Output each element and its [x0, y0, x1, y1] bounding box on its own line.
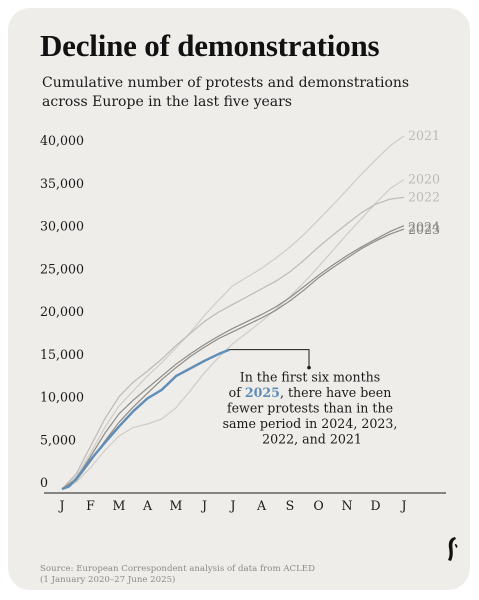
- x-tick-label: M: [170, 498, 183, 513]
- annotation-text: In the first six months of 2025, there h…: [223, 370, 402, 447]
- annotation-dot: [307, 365, 311, 370]
- x-tick-label: J: [57, 498, 64, 513]
- y-tick-label: 20,000: [40, 304, 84, 319]
- x-tick-label: O: [313, 498, 323, 513]
- x-tick-label: F: [86, 498, 95, 513]
- x-tick-label: S: [286, 498, 295, 513]
- annotation-highlight-2025: 2025: [245, 385, 280, 400]
- annotation-line-2-prefix: of: [229, 385, 245, 400]
- source-line-2: (1 January 2020–27 June 2025): [40, 575, 176, 585]
- annotation-line-2-suffix: , there have been: [280, 385, 391, 400]
- x-tick-label: J: [200, 498, 207, 513]
- annotation-line-5: 2022, and 2021: [262, 432, 362, 447]
- annotation-line-2: of 2025, there have been: [229, 385, 392, 400]
- x-tick-label: M: [113, 498, 126, 513]
- source-note: Source: European Correspondent analysis …: [40, 564, 315, 586]
- publication-logo-icon: [448, 537, 458, 561]
- series-line-2024: [61, 225, 405, 490]
- series-line-2020: [61, 178, 405, 490]
- series-lines: [61, 135, 405, 491]
- y-tick-label: 35,000: [40, 176, 84, 191]
- x-tick-label: J: [399, 498, 406, 513]
- series-label-2020: 2020: [408, 171, 440, 186]
- source-line-1: Source: European Correspondent analysis …: [40, 564, 315, 574]
- y-tick-label: 10,000: [40, 390, 84, 405]
- series-line-2023: [61, 228, 405, 490]
- y-axis: 0 5,000 10,000 15,000 20,000 25,000 30,000 35,0…: [40, 133, 84, 490]
- y-tick-label: 40,000: [40, 133, 84, 148]
- chart-subtitle: Cumulative number of protests and demons…: [42, 75, 410, 110]
- series-label-2024: 2024: [408, 220, 440, 235]
- series-label-2022: 2022: [408, 189, 440, 204]
- x-tick-label: A: [256, 498, 267, 513]
- annotation-line-4: same period in 2024, 2023,: [223, 416, 398, 431]
- x-tick-label: D: [370, 498, 380, 513]
- y-tick-label: 30,000: [40, 219, 84, 234]
- y-tick-label: 5,000: [40, 432, 76, 447]
- y-tick-label: 0: [40, 475, 48, 490]
- series-line-2021: [61, 135, 405, 490]
- chart-title: Decline of demonstrations: [40, 28, 380, 63]
- y-tick-label: 25,000: [40, 261, 84, 276]
- annotation-line-3: fewer protests than in the: [227, 401, 393, 416]
- annotation-line-1: In the first six months: [240, 370, 381, 385]
- annotation: In the first six months of 2025, there h…: [223, 349, 402, 447]
- x-tick-label: J: [228, 498, 235, 513]
- series-label-2021: 2021: [408, 128, 440, 143]
- x-tick-label: A: [142, 498, 153, 513]
- series-label-2023: 2023: [408, 222, 440, 237]
- series-line-2025: [61, 348, 231, 491]
- series-line-2022: [61, 196, 405, 490]
- x-tick-label: N: [341, 498, 352, 513]
- chart-card: Decline of demonstrations Cumulative num…: [8, 8, 470, 590]
- line-chart: 0 5,000 10,000 15,000 20,000 25,000 30,000 35,0…: [40, 128, 446, 513]
- annotation-leader-line: [229, 349, 310, 368]
- y-tick-label: 15,000: [40, 347, 84, 362]
